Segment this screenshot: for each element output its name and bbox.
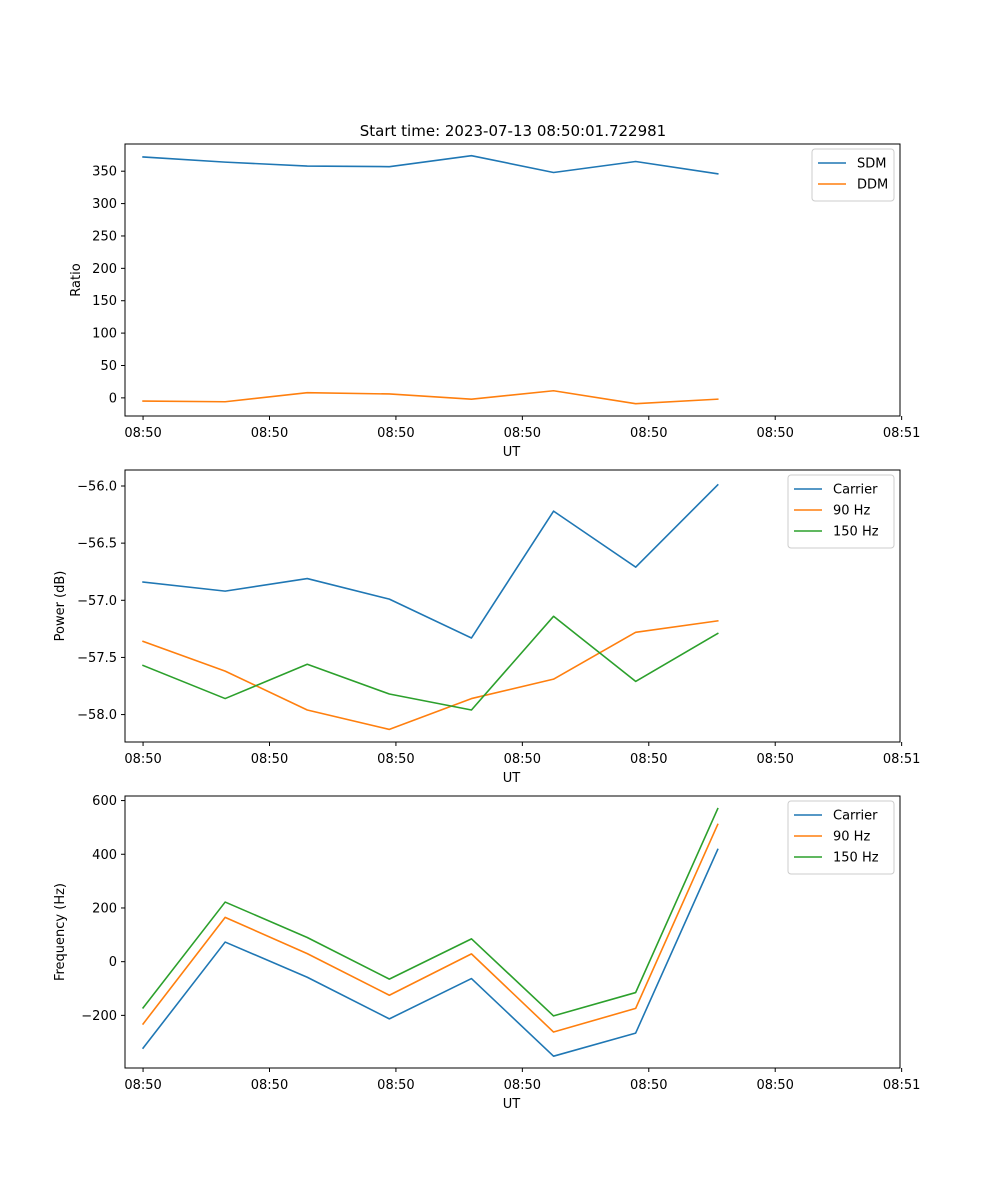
x-tick-label: 08:50 bbox=[504, 426, 541, 441]
axes-frame bbox=[124, 795, 901, 1069]
x-tick-label: 08:50 bbox=[377, 1078, 414, 1093]
y-tick-label: −57.0 bbox=[77, 594, 117, 609]
legend-box bbox=[811, 148, 895, 202]
x-axis-label: UT bbox=[503, 771, 521, 786]
figure-title: Start time: 2023-07-13 08:50:01.722981 bbox=[360, 122, 666, 140]
y-tick-label: 350 bbox=[92, 165, 117, 180]
series-group bbox=[142, 483, 719, 731]
x-tick-label: 08:50 bbox=[756, 1078, 793, 1093]
series-line-150-hz bbox=[141, 807, 719, 1017]
series-line-90-hz bbox=[141, 823, 719, 1033]
y-tick-label: 50 bbox=[100, 359, 117, 374]
x-axis-label: UT bbox=[503, 1097, 521, 1112]
series-line-ddm bbox=[142, 389, 719, 405]
y-tick-label: −56.5 bbox=[77, 537, 117, 552]
axes-frame bbox=[124, 143, 901, 417]
series-line-90-hz bbox=[142, 619, 719, 731]
y-axis-label: Frequency (Hz) bbox=[53, 883, 68, 981]
subplot-1: 08:50 08:50 08:50 08:50 08:50 08:50 08:51 0 50 10… bbox=[69, 143, 920, 460]
x-axis-label: UT bbox=[503, 445, 521, 460]
x-tick-label: 08:50 bbox=[124, 752, 161, 767]
x-tick-label: 08:51 bbox=[883, 1078, 920, 1093]
legend-label: 90 Hz bbox=[833, 830, 870, 845]
y-tick-label: −200 bbox=[81, 1009, 117, 1024]
y-tick-label: 200 bbox=[92, 901, 117, 916]
legend-box bbox=[787, 800, 895, 875]
x-tick-label: 08:51 bbox=[883, 426, 920, 441]
series-group bbox=[142, 154, 719, 405]
legend: Carrier 90 Hz 150 Hz bbox=[787, 800, 895, 875]
series-group bbox=[141, 807, 719, 1057]
x-tick-label: 08:50 bbox=[251, 426, 288, 441]
x-tick-label: 08:50 bbox=[251, 1078, 288, 1093]
y-tick-label: 0 bbox=[109, 391, 117, 406]
subplot-panels: 08:50 08:50 08:50 08:50 08:50 08:50 08:51 0 50 10… bbox=[53, 143, 920, 1112]
x-tick-label: 08:50 bbox=[504, 1078, 541, 1093]
y-axis-label: Power (dB) bbox=[53, 571, 68, 642]
x-tick-label: 08:50 bbox=[124, 426, 161, 441]
x-tick-label: 08:50 bbox=[124, 1078, 161, 1093]
legend: Carrier 90 Hz 150 Hz bbox=[787, 474, 895, 549]
series-line-carrier bbox=[141, 848, 719, 1057]
x-tick-label: 08:50 bbox=[630, 752, 667, 767]
y-tick-label: 150 bbox=[92, 294, 117, 309]
subplot-2: 08:50 08:50 08:50 08:50 08:50 08:50 08:51 −58.0… bbox=[53, 469, 920, 786]
x-tick-label: 08:51 bbox=[883, 752, 920, 767]
x-tick-label: 08:50 bbox=[377, 426, 414, 441]
x-tick-label: 08:50 bbox=[377, 752, 414, 767]
x-tick-label: 08:50 bbox=[756, 426, 793, 441]
y-tick-label: 400 bbox=[92, 848, 117, 863]
series-line-sdm bbox=[142, 154, 719, 175]
y-tick-label: 600 bbox=[92, 794, 117, 809]
legend-label: 150 Hz bbox=[833, 525, 879, 540]
legend-label: 150 Hz bbox=[833, 851, 879, 866]
series-line-150-hz bbox=[142, 615, 719, 711]
x-tick-label: 08:50 bbox=[504, 752, 541, 767]
y-tick-label: −58.0 bbox=[77, 708, 117, 723]
y-tick-label: 200 bbox=[92, 262, 117, 277]
y-tick-label: −56.0 bbox=[77, 480, 117, 495]
x-tick-label: 08:50 bbox=[251, 752, 288, 767]
series-line-carrier bbox=[142, 483, 719, 639]
y-tick-label: 250 bbox=[92, 229, 117, 244]
legend-label: Carrier bbox=[833, 483, 878, 498]
axes-frame bbox=[124, 469, 901, 743]
y-tick-label: 300 bbox=[92, 197, 117, 212]
x-tick-label: 08:50 bbox=[630, 1078, 667, 1093]
legend-label: SDM bbox=[857, 157, 886, 172]
legend: SDM DDM bbox=[811, 148, 895, 202]
legend-box bbox=[787, 474, 895, 549]
x-tick-label: 08:50 bbox=[630, 426, 667, 441]
subplot-3: 08:50 08:50 08:50 08:50 08:50 08:50 08:51 −200 0… bbox=[53, 794, 920, 1112]
y-tick-label: 100 bbox=[92, 327, 117, 342]
x-tick-label: 08:50 bbox=[756, 752, 793, 767]
y-tick-label: 0 bbox=[109, 955, 117, 970]
legend-label: 90 Hz bbox=[833, 504, 870, 519]
legend-label: Carrier bbox=[833, 809, 878, 824]
legend-label: DDM bbox=[857, 178, 888, 193]
y-axis-label: Ratio bbox=[69, 263, 84, 296]
y-tick-label: −57.5 bbox=[77, 651, 117, 666]
